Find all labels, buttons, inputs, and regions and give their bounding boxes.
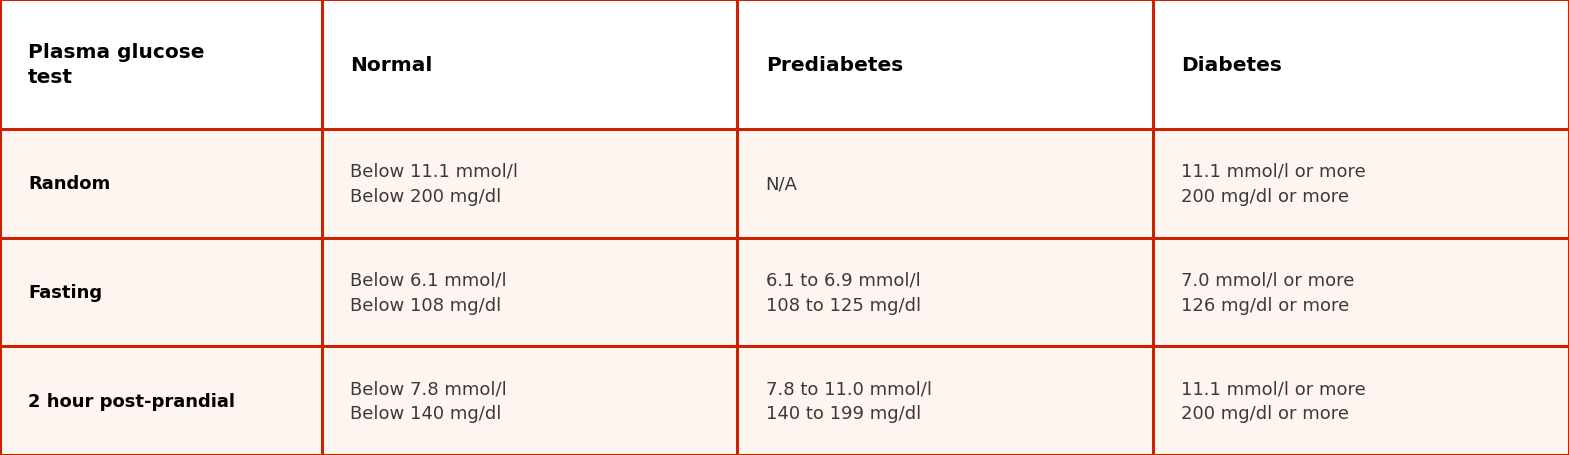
Text: 7.0 mmol/l or more
126 mg/dl or more: 7.0 mmol/l or more 126 mg/dl or more [1181, 271, 1356, 314]
Bar [0, 238, 322, 347]
Text: 11.1 mmol/l or more
200 mg/dl or more: 11.1 mmol/l or more 200 mg/dl or more [1181, 162, 1367, 206]
Text: Plasma glucose
test: Plasma glucose test [28, 43, 204, 87]
Bar [322, 130, 737, 238]
Text: 6.1 to 6.9 mmol/l
108 to 125 mg/dl: 6.1 to 6.9 mmol/l 108 to 125 mg/dl [766, 271, 921, 314]
Text: Prediabetes: Prediabetes [766, 56, 902, 74]
Text: 2 hour post-prandial: 2 hour post-prandial [28, 392, 235, 410]
Text: Below 11.1 mmol/l
Below 200 mg/dl: Below 11.1 mmol/l Below 200 mg/dl [350, 162, 518, 206]
Text: Diabetes: Diabetes [1181, 56, 1282, 74]
Bar [737, 0, 1153, 130]
Text: Below 6.1 mmol/l
Below 108 mg/dl: Below 6.1 mmol/l Below 108 mg/dl [350, 271, 507, 314]
Bar [737, 130, 1153, 238]
Bar [1153, 0, 1569, 130]
Text: Below 7.8 mmol/l
Below 140 mg/dl: Below 7.8 mmol/l Below 140 mg/dl [350, 379, 507, 422]
Bar [322, 0, 737, 130]
Bar [737, 347, 1153, 455]
Text: 11.1 mmol/l or more
200 mg/dl or more: 11.1 mmol/l or more 200 mg/dl or more [1181, 379, 1367, 422]
Bar [322, 238, 737, 347]
Text: Random: Random [28, 175, 110, 193]
Bar [0, 347, 322, 455]
Text: N/A: N/A [766, 175, 797, 193]
Bar [0, 0, 322, 130]
Bar [1153, 238, 1569, 347]
Bar [322, 347, 737, 455]
Bar [737, 238, 1153, 347]
Text: Fasting: Fasting [28, 283, 102, 301]
Text: Normal: Normal [350, 56, 433, 74]
Text: 7.8 to 11.0 mmol/l
140 to 199 mg/dl: 7.8 to 11.0 mmol/l 140 to 199 mg/dl [766, 379, 932, 422]
Bar [1153, 347, 1569, 455]
Bar [0, 130, 322, 238]
Bar [1153, 130, 1569, 238]
